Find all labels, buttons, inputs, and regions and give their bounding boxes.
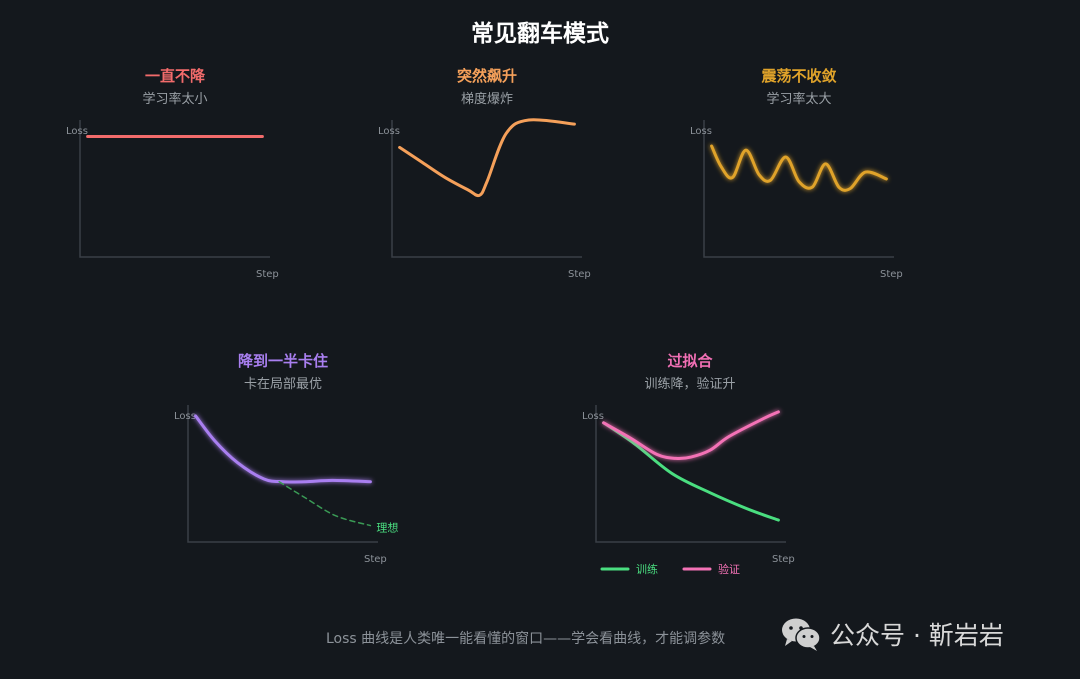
annotation-label: 理想 [376,521,398,535]
axes [391,120,582,258]
x-axis-label: Step [364,554,387,565]
series-line-1 [710,144,888,192]
panel-title-2: 突然飙升 [456,67,517,85]
x-axis-label: Step [256,269,279,280]
series-line-1 [398,118,576,198]
series-line-1 [602,421,780,522]
panel-title-3: 震荡不收敛 [761,67,837,85]
watermark: 公众号 · 靳岩岩 [780,616,1004,652]
axes [703,120,894,258]
axes [595,405,786,543]
legend-label-2: 验证 [718,562,740,576]
wechat-icon [782,618,821,651]
legend-label-1: 训练 [636,562,658,576]
panel-subtitle-2: 梯度爆炸 [460,92,513,107]
panel-subtitle-4: 卡在局部最优 [243,377,322,392]
series-line-1 [194,414,372,484]
series-line-2 [602,410,780,461]
panel-subtitle-5: 训练降，验证升 [644,377,736,392]
series-line-2 [278,480,372,527]
y-axis-label: Loss [690,126,712,137]
footer-caption: Loss 曲线是人类唯一能看懂的窗口——学会看曲线，才能调参数 [326,631,726,647]
panel-subtitle-1: 学习率太小 [142,92,208,107]
panel-title-4: 降到一半卡住 [237,352,328,370]
panel-title-5: 过拟合 [667,352,713,370]
y-axis-label: Loss [582,411,604,422]
watermark-text: 公众号 · 靳岩岩 [830,621,1004,650]
y-axis-label: Loss [66,126,88,137]
x-axis-label: Step [772,554,795,565]
y-axis-label: Loss [378,126,400,137]
x-axis-label: Step [568,269,591,280]
panel-subtitle-3: 学习率太大 [766,92,832,107]
axes [187,405,378,543]
x-axis-label: Step [880,269,903,280]
panel-title-1: 一直不降 [144,67,205,85]
axes [79,120,270,258]
main-title: 常见翻车模式 [471,21,609,47]
y-axis-label: Loss [174,411,196,422]
